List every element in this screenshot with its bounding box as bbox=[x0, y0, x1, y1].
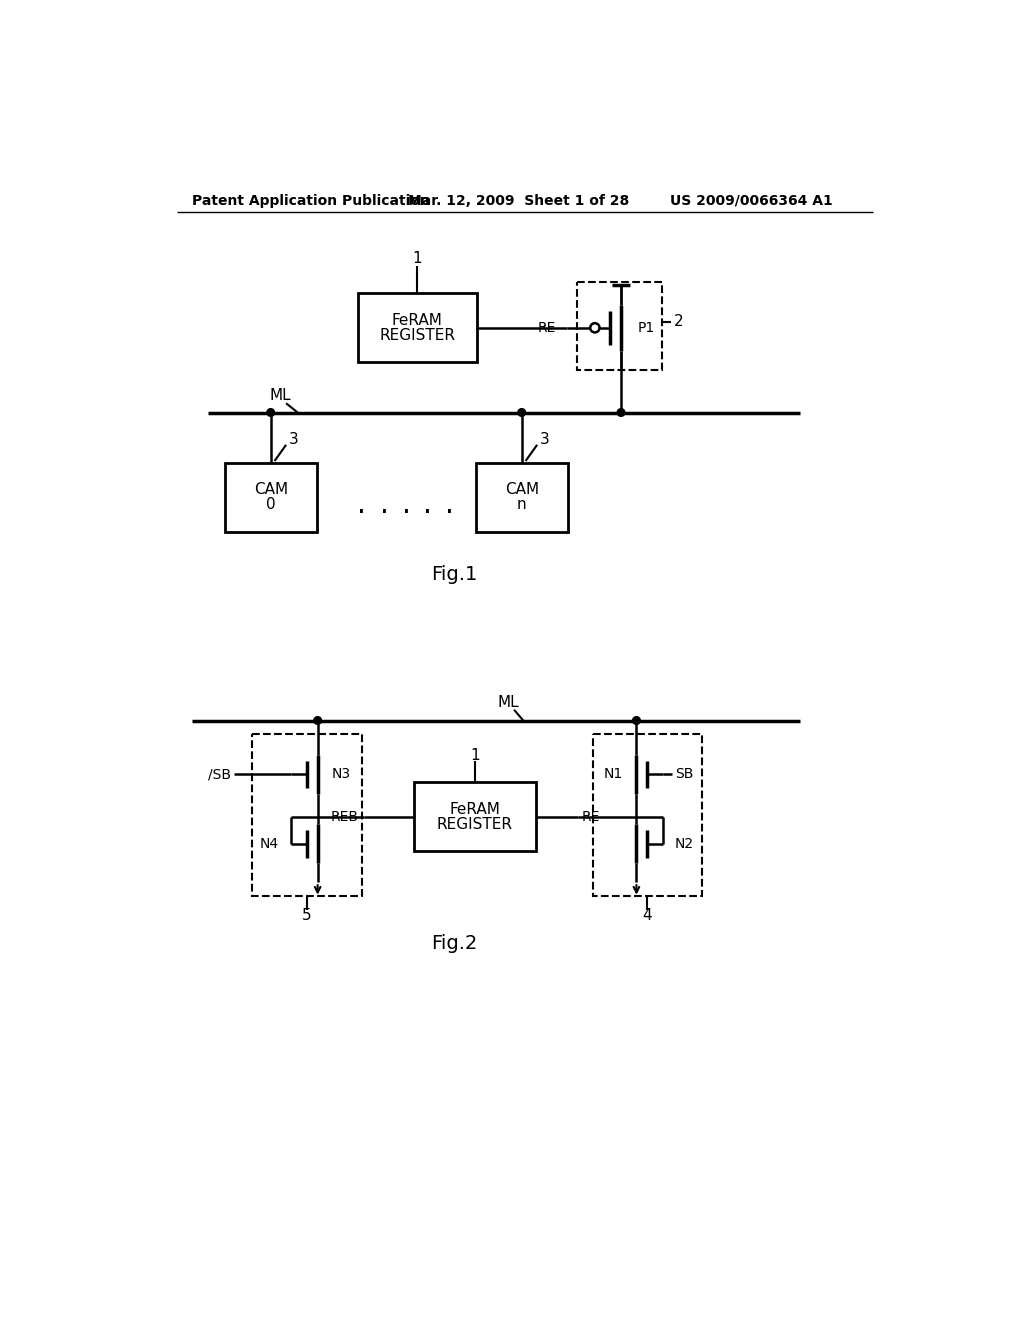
Bar bbox=[224, 462, 316, 532]
Text: ·: · bbox=[423, 499, 432, 527]
Bar bbox=[357, 293, 477, 363]
Text: ML: ML bbox=[270, 388, 292, 403]
Text: Fig.2: Fig.2 bbox=[431, 935, 477, 953]
Bar bbox=[414, 781, 536, 851]
Text: 5: 5 bbox=[302, 908, 311, 923]
Text: US 2009/0066364 A1: US 2009/0066364 A1 bbox=[670, 194, 833, 207]
Text: ML: ML bbox=[497, 694, 519, 710]
Text: ·: · bbox=[444, 499, 454, 527]
Text: CAM: CAM bbox=[505, 482, 539, 498]
Text: 3: 3 bbox=[289, 432, 299, 447]
Text: /SB: /SB bbox=[208, 767, 230, 781]
Text: ·: · bbox=[401, 499, 411, 527]
Text: FeRAM: FeRAM bbox=[392, 313, 442, 327]
Text: 3: 3 bbox=[540, 432, 550, 447]
Text: 2: 2 bbox=[674, 314, 684, 329]
Text: REGISTER: REGISTER bbox=[379, 327, 456, 343]
Text: RE: RE bbox=[538, 321, 556, 335]
Text: N1: N1 bbox=[603, 767, 623, 781]
Text: REB: REB bbox=[331, 809, 358, 824]
Circle shape bbox=[267, 409, 274, 416]
Bar bbox=[593, 734, 701, 896]
Text: N4: N4 bbox=[260, 837, 280, 850]
Circle shape bbox=[633, 717, 640, 725]
Circle shape bbox=[313, 717, 322, 725]
Text: 4: 4 bbox=[642, 908, 652, 923]
Circle shape bbox=[617, 409, 625, 416]
Text: Fig.1: Fig.1 bbox=[431, 565, 477, 583]
Text: N2: N2 bbox=[675, 837, 694, 850]
Text: P1: P1 bbox=[638, 321, 655, 335]
Text: 1: 1 bbox=[413, 251, 422, 267]
Text: n: n bbox=[517, 498, 526, 512]
Text: ·: · bbox=[357, 499, 366, 527]
Bar bbox=[252, 734, 361, 896]
Text: SB: SB bbox=[675, 767, 693, 781]
Text: FeRAM: FeRAM bbox=[450, 801, 500, 817]
Bar bbox=[578, 281, 662, 370]
Text: Mar. 12, 2009  Sheet 1 of 28: Mar. 12, 2009 Sheet 1 of 28 bbox=[408, 194, 629, 207]
Circle shape bbox=[518, 409, 525, 416]
Text: ·: · bbox=[380, 499, 389, 527]
Bar bbox=[475, 462, 568, 532]
Text: N3: N3 bbox=[332, 767, 350, 781]
Text: RE: RE bbox=[582, 809, 600, 824]
Text: Patent Application Publication: Patent Application Publication bbox=[193, 194, 430, 207]
Text: REGISTER: REGISTER bbox=[437, 817, 513, 832]
Text: 0: 0 bbox=[266, 498, 275, 512]
Text: CAM: CAM bbox=[254, 482, 288, 498]
Text: 1: 1 bbox=[470, 747, 479, 763]
